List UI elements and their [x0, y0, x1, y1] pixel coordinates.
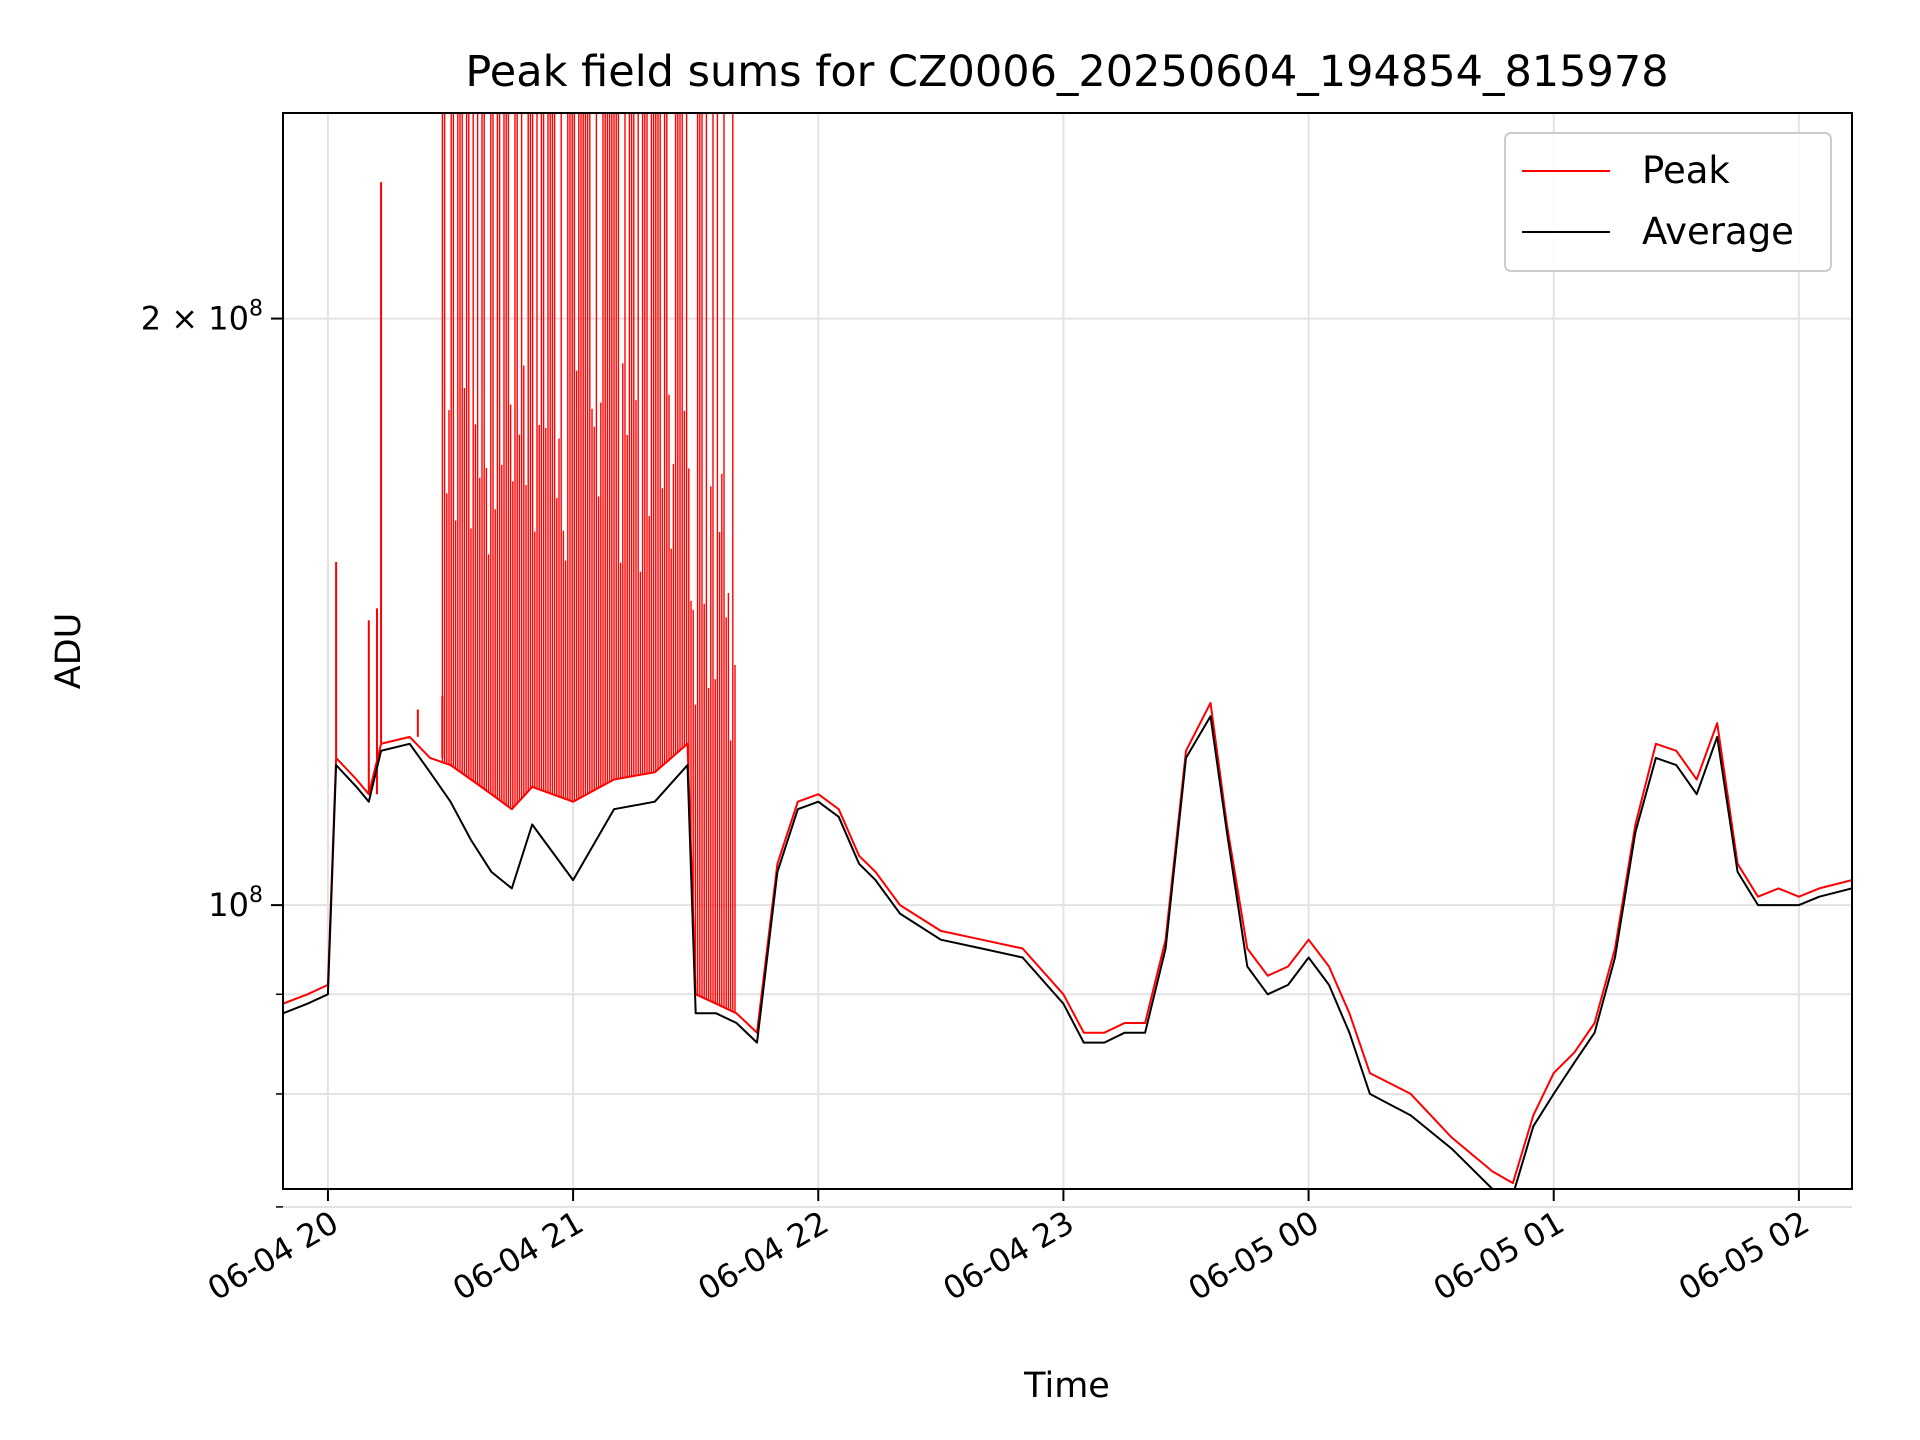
series-group	[283, 113, 1852, 1189]
chart-title: Peak field sums for CZ0006_20250604_1948…	[465, 47, 1668, 97]
x-axis-label: Time	[1023, 1366, 1110, 1406]
series-peak-line	[283, 701, 1852, 1185]
series-peak-burst	[441, 113, 736, 1013]
legend-label-average: Average	[1642, 210, 1794, 253]
grid	[283, 113, 1852, 1208]
y-axis-label: ADU	[49, 613, 89, 690]
legend-label-peak: Peak	[1642, 149, 1730, 192]
series-average-line	[283, 715, 1852, 1189]
plot-frame	[282, 112, 1853, 1190]
legend-box	[1504, 132, 1832, 272]
legend: Peak Average	[1504, 132, 1832, 272]
y-tick-label: 2 × 108	[141, 297, 263, 338]
